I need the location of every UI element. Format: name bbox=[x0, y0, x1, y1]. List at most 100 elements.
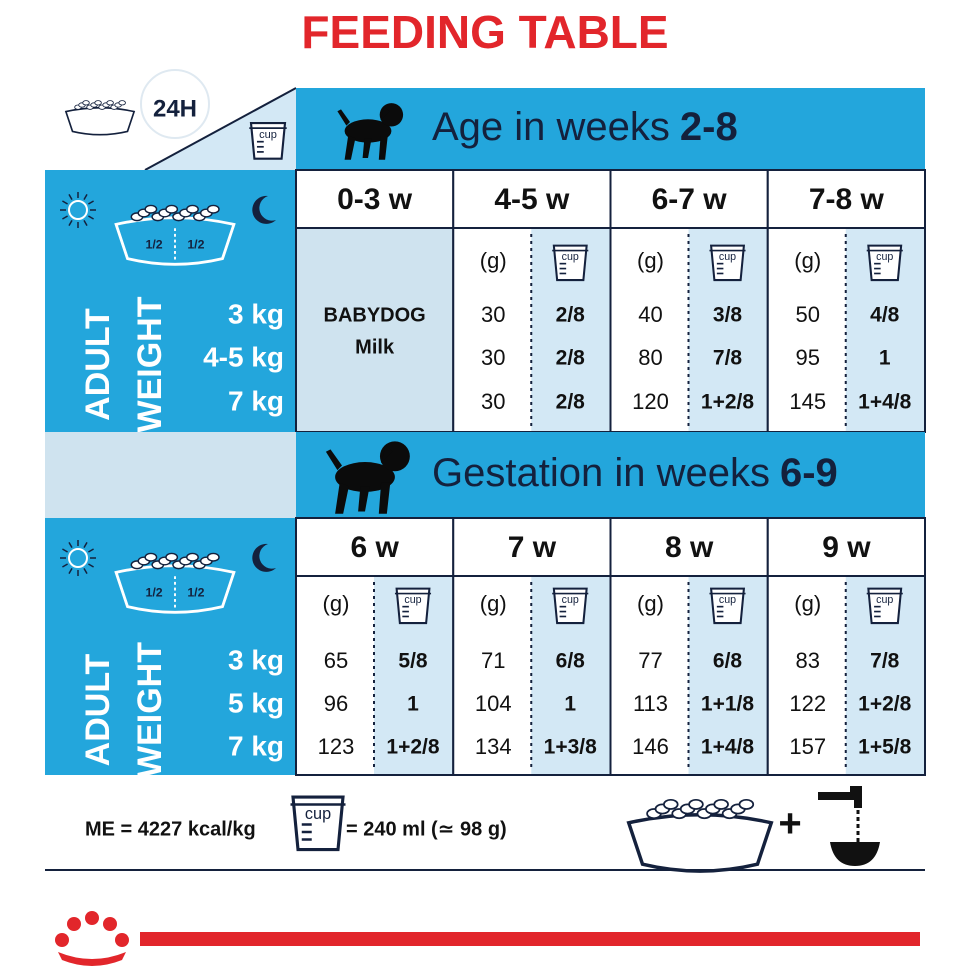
column-label: 6 w bbox=[350, 531, 399, 564]
grams-value: 120 bbox=[632, 389, 669, 414]
weight-caption: ADULT bbox=[79, 653, 117, 766]
cup-label: cup bbox=[259, 129, 277, 141]
cup-value: 1+2/8 bbox=[701, 391, 754, 414]
gram-cell bbox=[767, 576, 846, 775]
kibble bbox=[738, 798, 755, 810]
crown-dot bbox=[85, 911, 99, 925]
section-heading: Gestation in weeks 6-9 bbox=[432, 451, 838, 495]
brand-strip bbox=[140, 932, 920, 946]
grams-value: 104 bbox=[475, 691, 512, 716]
kibble bbox=[165, 552, 179, 562]
dog-body bbox=[335, 462, 395, 492]
kibble bbox=[688, 798, 704, 810]
grams-value: 96 bbox=[324, 691, 348, 716]
sun-ray bbox=[88, 200, 94, 205]
note-cell bbox=[295, 227, 455, 433]
cup-label: cup bbox=[562, 251, 579, 263]
dog-icon bbox=[337, 103, 404, 160]
cup-icon: cup bbox=[709, 587, 746, 625]
cup-outline bbox=[395, 587, 431, 625]
kibble bbox=[144, 204, 158, 214]
cup-label: cup bbox=[876, 251, 893, 263]
cup-icon: cup bbox=[709, 244, 746, 282]
grams-unit: (g) bbox=[480, 591, 507, 616]
cup-equivalence: = 240 ml (≃ 98 g) bbox=[346, 818, 507, 840]
plus: + bbox=[778, 802, 801, 846]
crown-base bbox=[58, 952, 126, 966]
grams-value: 30 bbox=[481, 345, 505, 370]
grams-value: 122 bbox=[789, 691, 826, 716]
cup-outline bbox=[867, 587, 903, 625]
energy: ME = 4227 kcal/kg bbox=[85, 818, 256, 840]
grams-value: 145 bbox=[789, 389, 826, 414]
cup-value: 2/8 bbox=[556, 391, 586, 414]
cup-value: 6/8 bbox=[556, 650, 586, 673]
grams-value: 30 bbox=[481, 389, 505, 414]
grams-value: 134 bbox=[475, 734, 512, 759]
dog-icon bbox=[325, 441, 410, 514]
kibble bbox=[106, 100, 114, 106]
dog-ear bbox=[381, 444, 393, 464]
column-label: 9 w bbox=[822, 531, 871, 564]
note-text: BABYDOG bbox=[324, 304, 426, 326]
half-label: 1/2 bbox=[187, 586, 204, 600]
moon-icon bbox=[252, 543, 276, 572]
bowl-icon bbox=[64, 100, 136, 136]
kibble bbox=[206, 552, 220, 562]
cup-value: 7/8 bbox=[870, 650, 900, 673]
weight-caption: WEIGHT bbox=[131, 642, 169, 778]
kibble bbox=[94, 100, 102, 106]
weight-label: 3 kg bbox=[228, 298, 284, 329]
kibble bbox=[713, 798, 729, 810]
grams-unit: (g) bbox=[480, 248, 507, 273]
cup-value: 1+4/8 bbox=[858, 391, 911, 414]
cup-label: cup bbox=[562, 594, 579, 606]
sun-ray bbox=[88, 563, 94, 568]
kibble bbox=[165, 204, 179, 214]
column-header bbox=[609, 169, 769, 229]
cup-icon: cup bbox=[394, 587, 432, 625]
period-label: 24H bbox=[153, 95, 197, 122]
grams-value: 40 bbox=[638, 302, 662, 327]
gram-cell bbox=[453, 576, 532, 775]
grams-value: 30 bbox=[481, 302, 505, 327]
cup-label: cup bbox=[876, 594, 893, 606]
cup-outline bbox=[291, 795, 345, 852]
gram-cell bbox=[767, 228, 846, 432]
cup-outline bbox=[867, 244, 903, 282]
cup-icon: cup bbox=[866, 587, 903, 625]
grams-unit: (g) bbox=[794, 248, 821, 273]
column-header bbox=[452, 169, 612, 229]
weight-label: 7 kg bbox=[228, 385, 284, 416]
heading-text: Age in weeks bbox=[432, 105, 670, 149]
title: FEEDING TABLE bbox=[301, 6, 668, 58]
cup-icon: cup bbox=[552, 587, 589, 625]
cup-icon: cup bbox=[866, 244, 903, 282]
heading-band bbox=[296, 88, 925, 170]
gram-cell bbox=[610, 576, 689, 775]
column-label: 0-3 w bbox=[337, 183, 413, 216]
half-label: 1/2 bbox=[187, 238, 204, 252]
sun-ray bbox=[68, 542, 73, 548]
dog-body bbox=[344, 119, 392, 143]
corner-cell bbox=[45, 432, 296, 518]
sun-ray bbox=[62, 563, 68, 568]
bowl bbox=[626, 813, 774, 873]
kibble bbox=[118, 100, 126, 106]
bowl-icon bbox=[626, 798, 774, 873]
moon-icon bbox=[252, 195, 276, 224]
cup-label: cup bbox=[719, 594, 736, 606]
cup-value: 1 bbox=[564, 693, 576, 716]
gram-cell bbox=[453, 228, 532, 432]
gram-cell bbox=[296, 576, 374, 775]
cup-value: 7/8 bbox=[713, 347, 743, 370]
sun-ray bbox=[62, 200, 68, 205]
half-label: 1/2 bbox=[146, 586, 163, 600]
column-label: 7-8 w bbox=[809, 183, 885, 216]
column-header bbox=[295, 517, 455, 577]
column-border bbox=[766, 575, 926, 776]
cup-value: 1 bbox=[879, 347, 891, 370]
grams-value: 83 bbox=[796, 648, 820, 673]
clock bbox=[140, 69, 210, 139]
